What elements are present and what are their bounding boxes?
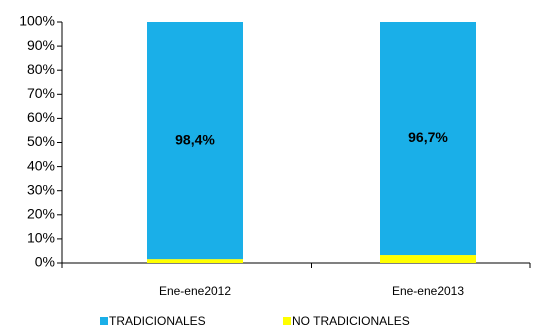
value-label: 98,4% [175, 131, 215, 147]
y-tick-label: 20% [27, 206, 55, 222]
bar-segment [147, 22, 243, 260]
bar-segment [380, 22, 476, 256]
y-tick-label: 50% [27, 133, 55, 149]
bar-segment [380, 255, 476, 263]
legend-swatch [100, 317, 108, 325]
legend-swatch [283, 317, 291, 325]
legend-label: NO TRADICIONALES [292, 314, 410, 328]
x-tick-label: Ene-ene2012 [159, 284, 231, 298]
y-tick-label: 10% [27, 230, 55, 246]
y-tick-label: 90% [27, 37, 55, 53]
legend-label: TRADICIONALES [109, 314, 206, 328]
y-tick-label: 0% [35, 254, 55, 270]
y-tick-label: 100% [19, 13, 55, 29]
y-tick-label: 60% [27, 109, 55, 125]
value-label: 96,7% [408, 129, 448, 145]
y-tick-label: 40% [27, 157, 55, 173]
y-tick-label: 80% [27, 61, 55, 77]
y-tick-label: 30% [27, 181, 55, 197]
y-tick-label: 70% [27, 85, 55, 101]
bar-segment [147, 259, 243, 263]
x-tick-label: Ene-ene2013 [392, 284, 464, 298]
